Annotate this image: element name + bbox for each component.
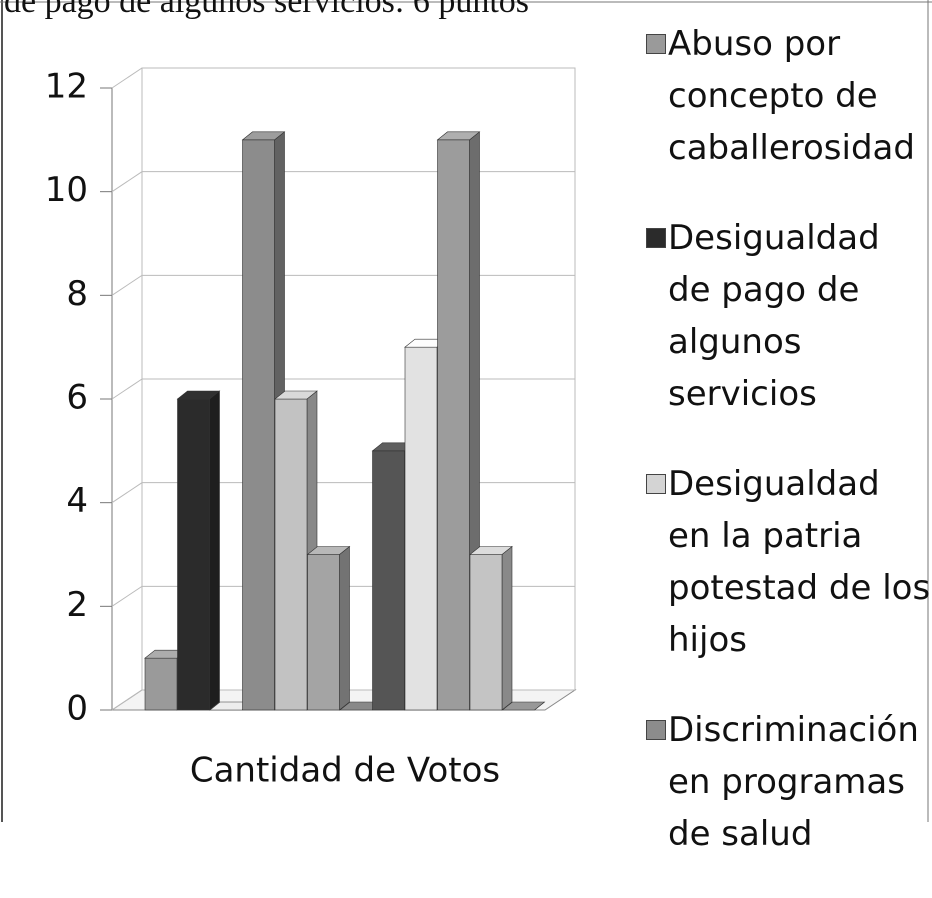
bar bbox=[176, 390, 221, 711]
bar-top bbox=[274, 390, 318, 400]
legend-item: Abuso por concepto de caballerosidad bbox=[646, 18, 932, 174]
page: de pago de algunos servicios: 6 puntos C… bbox=[0, 0, 932, 854]
bar bbox=[501, 701, 546, 711]
legend-swatch bbox=[646, 228, 666, 248]
y-tick-label: 4 bbox=[66, 481, 88, 521]
bar-front bbox=[437, 139, 470, 711]
legend: Abuso por concepto de caballerosidad Desi… bbox=[646, 18, 932, 898]
bar-front bbox=[274, 398, 308, 711]
chart: de pago de algunos servicios: 6 puntos C… bbox=[0, 0, 932, 822]
bar-front bbox=[404, 346, 438, 711]
bar-top bbox=[436, 131, 481, 141]
bar-side bbox=[501, 545, 513, 711]
grid-line bbox=[111, 171, 575, 193]
legend-item: Discriminación en programas de salud bbox=[646, 704, 932, 860]
bar-top bbox=[241, 131, 286, 141]
legend-item: Desigualdad de pago de algunos servicios bbox=[646, 212, 932, 420]
legend-label: Abuso por concepto de caballerosidad bbox=[668, 24, 915, 168]
grid-line bbox=[111, 67, 575, 89]
legend-label: Desigualdad en la patria potestad de los… bbox=[668, 464, 931, 660]
legend-label: Desigualdad de pago de algunos servicios bbox=[668, 218, 880, 414]
bar-front bbox=[144, 657, 178, 711]
bar-front bbox=[177, 398, 210, 711]
x-tick-label: Cantidad de Votos bbox=[190, 751, 500, 791]
y-tick-label: 8 bbox=[66, 274, 88, 314]
chart-title: de pago de algunos servicios: 6 puntos bbox=[4, 0, 529, 20]
y-tick-label: 10 bbox=[45, 170, 88, 210]
y-tick-label: 2 bbox=[66, 585, 88, 625]
bar-front bbox=[307, 554, 340, 711]
y-tick-label: 6 bbox=[66, 378, 88, 418]
legend-swatch bbox=[646, 720, 666, 740]
bar bbox=[469, 545, 513, 711]
bar-front bbox=[372, 450, 405, 711]
y-tick-label: 12 bbox=[45, 67, 88, 107]
bar-top bbox=[469, 546, 513, 555]
legend-swatch bbox=[646, 34, 666, 54]
legend-label: Discriminación en programas de salud bbox=[668, 710, 919, 854]
bar bbox=[306, 545, 351, 711]
bar-side bbox=[339, 545, 350, 711]
bar-top bbox=[176, 390, 221, 400]
bar-front bbox=[242, 139, 275, 711]
bar-top bbox=[501, 701, 546, 711]
y-tick-label: 0 bbox=[66, 689, 88, 729]
grid-line bbox=[111, 274, 575, 296]
bar-side bbox=[209, 390, 220, 711]
legend-item: Desigualdad en la patria potestad de los… bbox=[646, 458, 932, 666]
legend-swatch bbox=[646, 474, 666, 494]
bar-front bbox=[469, 554, 503, 711]
bar-top bbox=[306, 546, 351, 555]
